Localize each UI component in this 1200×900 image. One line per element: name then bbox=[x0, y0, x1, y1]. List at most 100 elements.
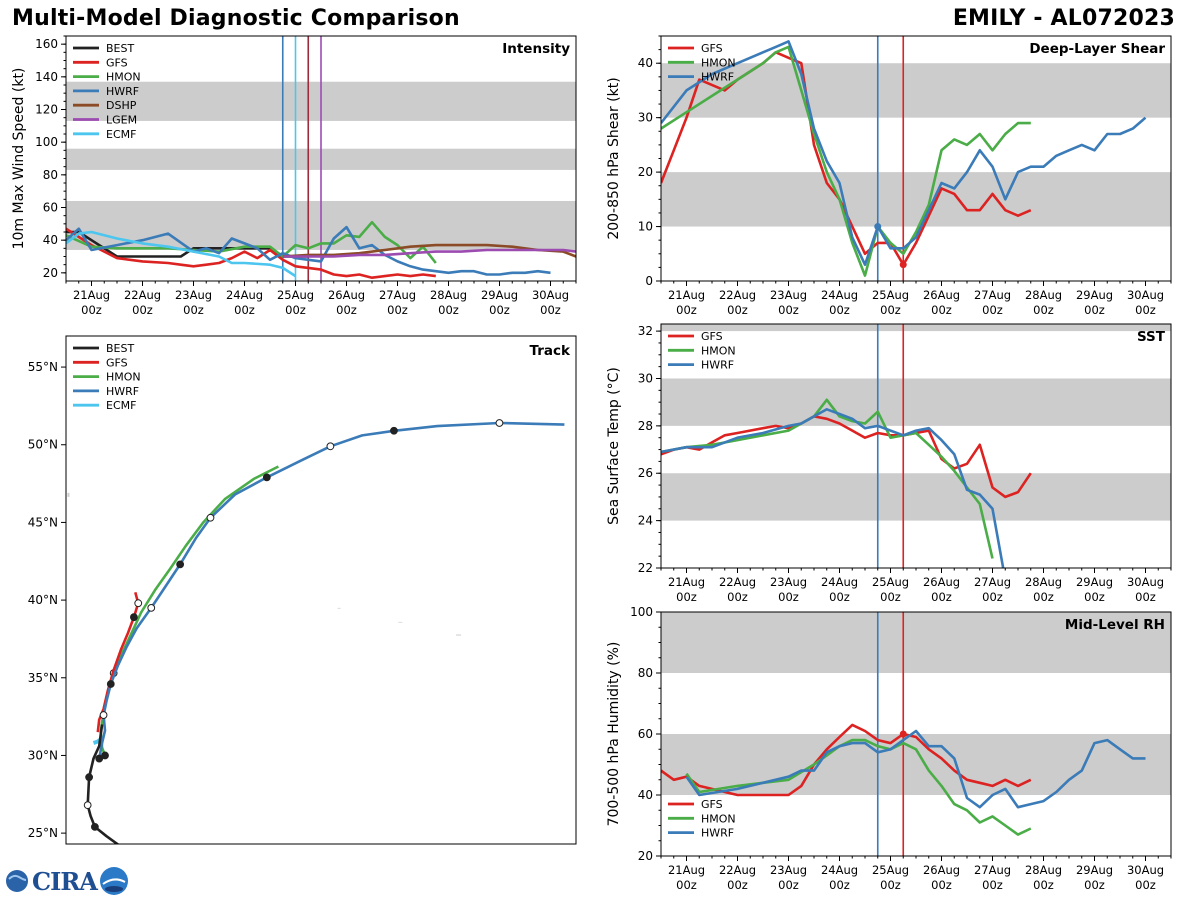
track-position-marker bbox=[99, 711, 108, 719]
legend-label: GFS bbox=[106, 356, 128, 369]
shaded-band bbox=[661, 63, 1171, 118]
legend-label: GFS bbox=[701, 798, 723, 811]
forecast-marker bbox=[899, 730, 907, 738]
globe-icon bbox=[6, 870, 28, 892]
legend-label: GFS bbox=[106, 56, 128, 69]
x-tick-label: 25Aug bbox=[872, 863, 909, 877]
x-tick-label: 00z bbox=[676, 590, 697, 604]
series-ecmf bbox=[66, 230, 297, 278]
x-tick-label: 00z bbox=[727, 878, 748, 892]
track-position-marker bbox=[176, 560, 185, 569]
y-tick-label: 20 bbox=[638, 165, 653, 179]
x-tick-label: 21Aug bbox=[668, 575, 705, 589]
x-tick-label: 00z bbox=[880, 590, 901, 604]
map-area bbox=[67, 419, 565, 844]
x-tick-label: 00z bbox=[336, 303, 357, 317]
x-tick-label: 23Aug bbox=[770, 575, 807, 589]
plot-area bbox=[661, 324, 1171, 568]
x-tick-label: 00z bbox=[489, 303, 510, 317]
shaded-band bbox=[661, 172, 1171, 227]
x-tick-label: 00z bbox=[829, 590, 850, 604]
series-hwrf bbox=[661, 407, 1005, 568]
y-tick-label: 100 bbox=[630, 605, 653, 619]
x-tick-label: 00z bbox=[727, 303, 748, 317]
x-tick-label: 25Aug bbox=[872, 288, 909, 302]
panel-track: 25°N 30°N 35°N 40°N 45°N 50°N 55°N Track BESTGFS… bbox=[28, 335, 577, 845]
legend-label: HMON bbox=[701, 812, 736, 825]
x-tick-label: 00z bbox=[676, 303, 697, 317]
y-tick-label: 40 bbox=[638, 56, 653, 70]
x-tick-label: 30Aug bbox=[1127, 863, 1164, 877]
legend-label: HWRF bbox=[106, 385, 139, 398]
x-tick-label: 00z bbox=[81, 303, 102, 317]
y-axis-label: 700-500 hPa Humidity (%) bbox=[606, 642, 622, 827]
shaded-band bbox=[661, 378, 1171, 426]
track-position-marker bbox=[90, 823, 99, 831]
x-tick-label: 24Aug bbox=[821, 863, 858, 877]
x-tick-label: 00z bbox=[1033, 590, 1054, 604]
lat-tick-label: 55°N bbox=[28, 360, 58, 374]
plot-area bbox=[661, 612, 1171, 856]
x-tick-label: 24Aug bbox=[821, 575, 858, 589]
x-tick-label: 27Aug bbox=[974, 863, 1011, 877]
y-tick-label: 120 bbox=[35, 103, 58, 117]
y-tick-label: 0 bbox=[645, 274, 653, 288]
panel-label: Deep-Layer Shear bbox=[1029, 41, 1165, 57]
track-position-marker bbox=[206, 513, 215, 522]
y-tick-label: 40 bbox=[638, 788, 653, 802]
lat-tick-label: 40°N bbox=[28, 593, 58, 607]
y-tick-label: 32 bbox=[638, 324, 653, 338]
legend-label: BEST bbox=[106, 42, 134, 55]
y-tick-label: 40 bbox=[43, 233, 58, 247]
track-position-marker bbox=[390, 426, 398, 435]
x-tick-label: 21Aug bbox=[668, 288, 705, 302]
x-tick-label: 00z bbox=[982, 303, 1003, 317]
x-tick-label: 27Aug bbox=[379, 288, 416, 302]
x-tick-label: 26Aug bbox=[923, 288, 960, 302]
x-tick-label: 00z bbox=[1084, 878, 1105, 892]
x-tick-label: 00z bbox=[1033, 303, 1054, 317]
x-tick-label: 29Aug bbox=[1076, 863, 1113, 877]
shaded-band bbox=[661, 324, 1171, 332]
x-tick-label: 24Aug bbox=[821, 288, 858, 302]
legend-label: HWRF bbox=[701, 827, 734, 840]
legend-label: ECMF bbox=[106, 128, 136, 141]
legend-label: GFS bbox=[701, 330, 723, 343]
plot-area bbox=[661, 36, 1171, 281]
plot-area bbox=[66, 36, 576, 281]
panel-label: SST bbox=[1137, 329, 1166, 345]
x-tick-label: 00z bbox=[1033, 878, 1054, 892]
x-tick-label: 29Aug bbox=[1076, 575, 1113, 589]
forecast-marker bbox=[874, 223, 882, 231]
y-tick-label: 60 bbox=[43, 201, 58, 215]
lat-tick-label: 35°N bbox=[28, 671, 58, 685]
y-tick-label: 24 bbox=[638, 514, 653, 528]
x-tick-label: 00z bbox=[931, 878, 952, 892]
track-position-marker bbox=[101, 751, 109, 760]
panel-rh: 2040608010021Aug00z22Aug00z23Aug00z24Aug… bbox=[606, 605, 1172, 892]
legend-label: BEST bbox=[106, 342, 134, 355]
x-tick-label: 29Aug bbox=[481, 288, 518, 302]
x-tick-label: 00z bbox=[1135, 878, 1156, 892]
map-frame bbox=[65, 335, 577, 845]
x-tick-label: 00z bbox=[132, 303, 153, 317]
legend-label: HMON bbox=[701, 344, 736, 357]
track-hwrf bbox=[97, 421, 565, 759]
lat-tick-label: 45°N bbox=[28, 515, 58, 529]
track-hmon bbox=[99, 465, 279, 756]
x-tick-label: 00z bbox=[931, 303, 952, 317]
y-tick-label: 60 bbox=[638, 727, 653, 741]
series-lgem bbox=[282, 248, 576, 258]
y-tick-label: 80 bbox=[43, 168, 58, 182]
figure-title: Multi-Model Diagnostic Comparison bbox=[12, 6, 460, 31]
x-tick-label: 00z bbox=[1084, 590, 1105, 604]
track-position-marker bbox=[106, 680, 115, 688]
series-hwrf bbox=[661, 40, 1147, 267]
x-tick-label: 22Aug bbox=[719, 575, 756, 589]
x-tick-label: 28Aug bbox=[430, 288, 467, 302]
y-tick-label: 30 bbox=[638, 371, 653, 385]
logo-text: CIRA bbox=[32, 866, 98, 896]
x-tick-label: 00z bbox=[438, 303, 459, 317]
cira-logo: CIRA bbox=[4, 866, 129, 896]
panel-label: Mid-Level RH bbox=[1065, 617, 1165, 633]
